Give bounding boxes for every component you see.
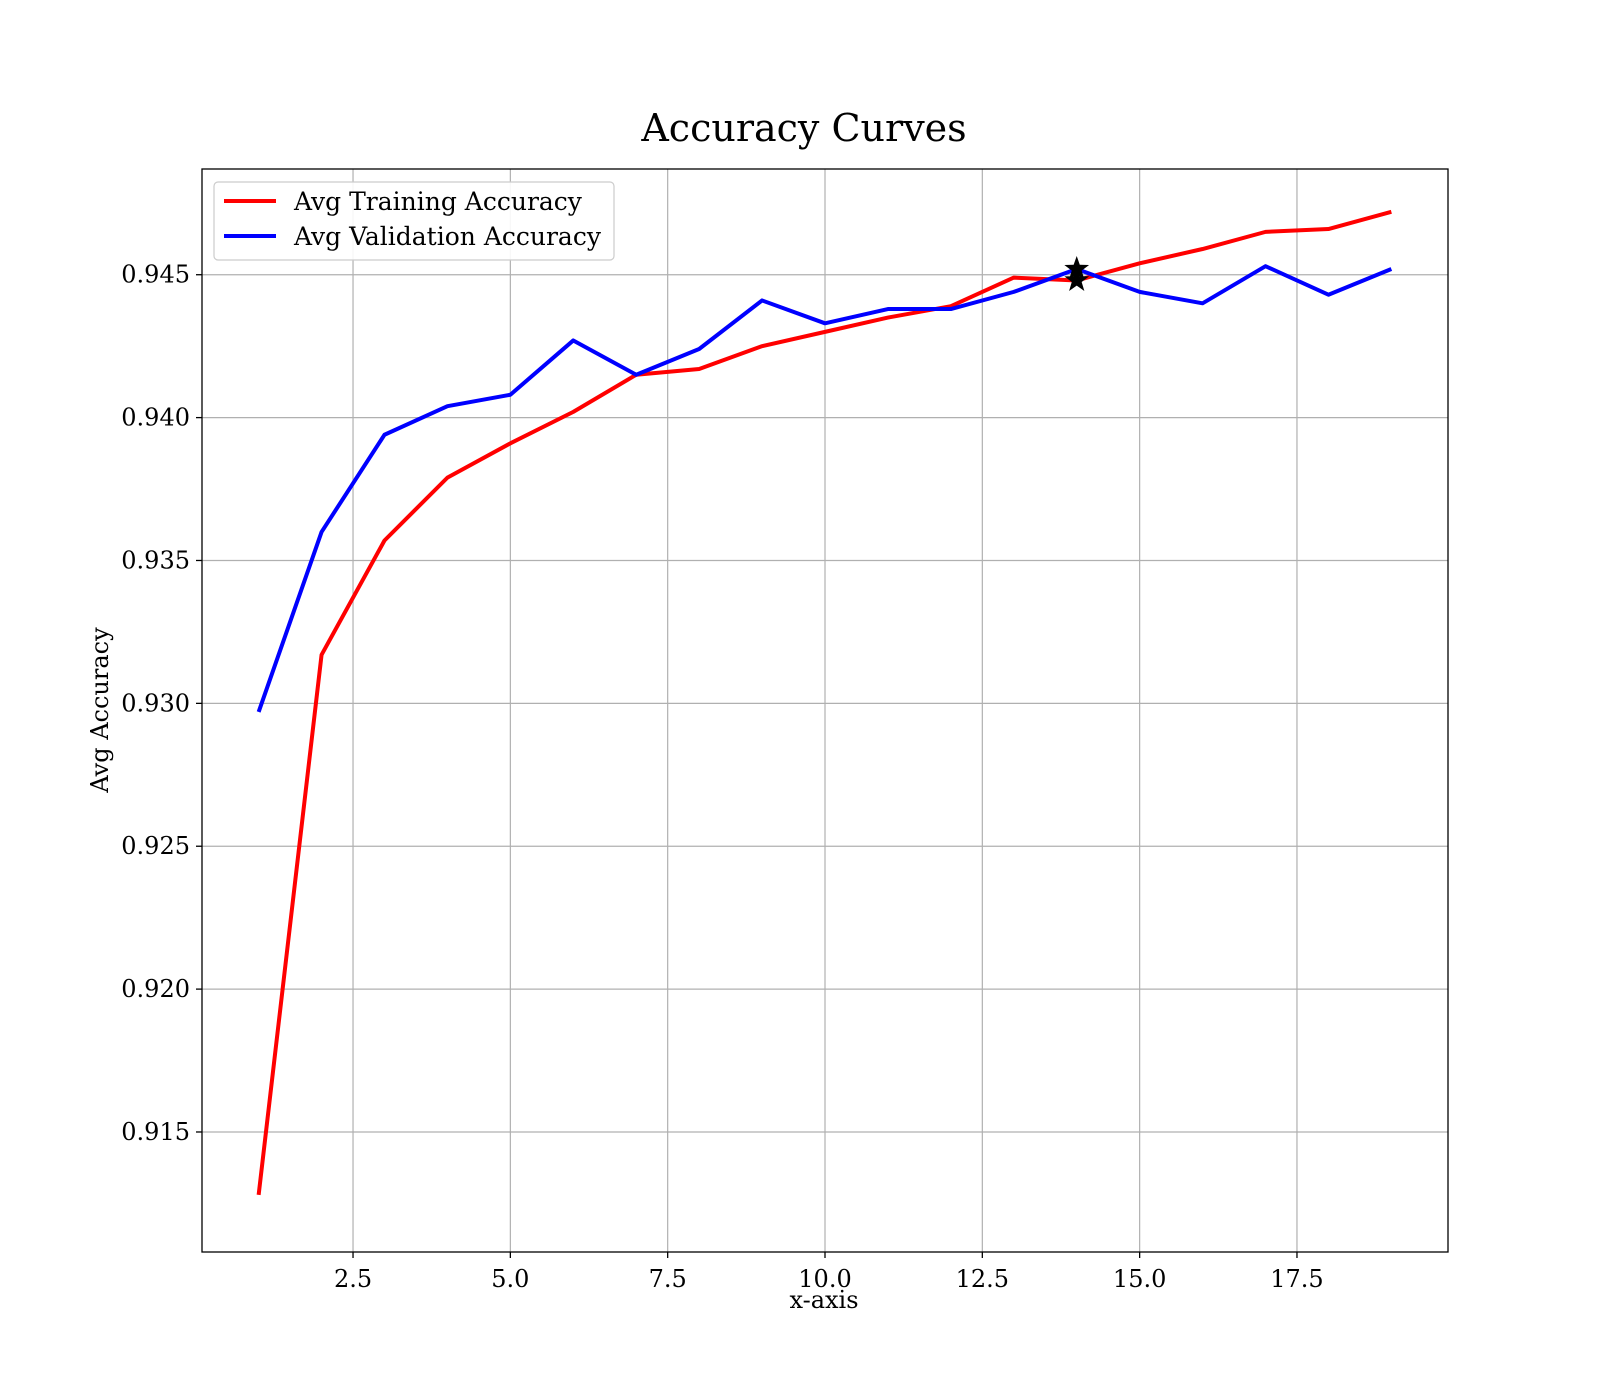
- y-axis-label: Avg Accuracy: [86, 627, 114, 794]
- x-tick-label: 12.5: [956, 1265, 1009, 1293]
- x-axis-label: x-axis: [789, 1286, 858, 1314]
- y-tick-label: 0.945: [121, 261, 190, 289]
- x-tick-label: 10.0: [798, 1265, 851, 1293]
- y-tick-label: 0.915: [121, 1118, 190, 1146]
- y-tick-label: 0.930: [121, 689, 190, 717]
- x-tick-label: 5.0: [491, 1265, 529, 1293]
- x-tick-label: 2.5: [334, 1265, 372, 1293]
- legend-label-validation: Avg Validation Accuracy: [293, 222, 602, 251]
- x-tick-label: 17.5: [1270, 1265, 1323, 1293]
- grid-layer: [202, 169, 1448, 1252]
- legend: Avg Training Accuracy Avg Validation Acc…: [213, 181, 615, 261]
- marker-layer: [1064, 256, 1090, 291]
- x-tick-label: 7.5: [649, 1265, 687, 1293]
- y-tick-label: 0.935: [121, 546, 190, 574]
- y-tick-label: 0.940: [121, 404, 190, 432]
- legend-box: [213, 181, 615, 261]
- training-accuracy-line: [256, 209, 1392, 1196]
- best-epoch-star-marker: [1064, 267, 1090, 291]
- validation-accuracy-line: [256, 264, 1393, 713]
- y-tick-label: 0.920: [121, 975, 190, 1003]
- tick-layer: 2.5 5.0 7.5 10.0 12.5 15.0 17.5 0.915 0.920 0.925…: [121, 261, 1323, 1293]
- chart-title: Accuracy Curves: [640, 106, 966, 150]
- best-epoch-star-marker: [1064, 256, 1090, 280]
- x-tick-label: 15.0: [1113, 1265, 1166, 1293]
- y-tick-label: 0.925: [121, 832, 190, 860]
- legend-label-training: Avg Training Accuracy: [293, 187, 583, 216]
- series-layer: [256, 209, 1393, 1196]
